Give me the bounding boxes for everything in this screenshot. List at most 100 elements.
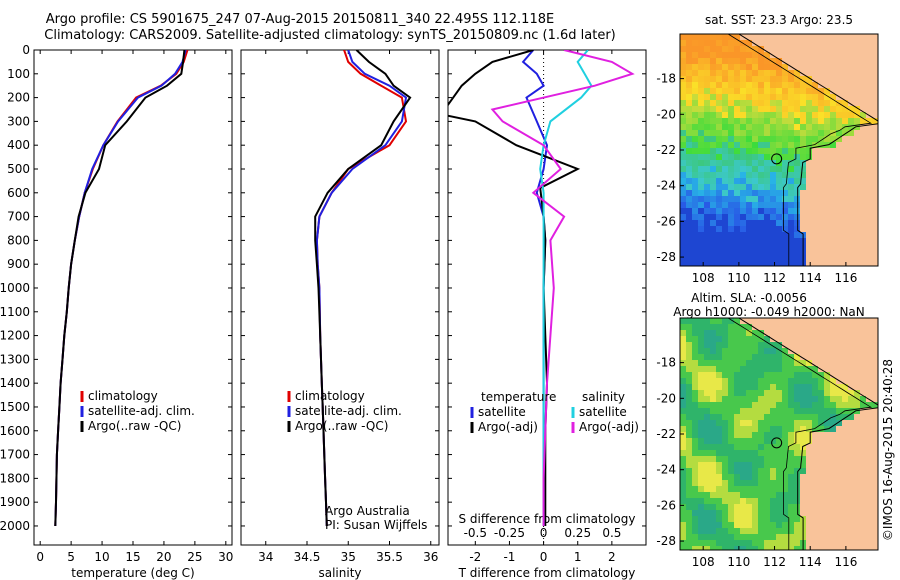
map-cell [824,202,830,208]
temperature-series-2 [54,50,186,527]
map-cell [872,330,878,336]
map-cell [734,522,740,528]
map-cell [830,58,836,64]
map-cell [836,178,842,184]
map-cell [692,76,698,82]
map-cell [680,492,686,498]
map-cell [716,438,722,444]
map-cell [812,462,818,468]
map-cell [872,226,878,232]
map-cell [776,534,782,540]
map-cell [848,220,854,226]
map-cell [770,250,776,256]
map-cell [842,324,848,330]
map-cell [728,486,734,492]
map-cell [758,522,764,528]
x-tick-label: 25 [187,550,202,564]
map-cell [872,76,878,82]
map-cell [836,426,842,432]
map-cell [728,354,734,360]
map-cell [704,76,710,82]
map-cell [728,190,734,196]
map-cell [716,510,722,516]
y-tick-label: 600 [7,186,30,200]
x2-tick-label: 0.5 [602,526,621,540]
map-cell [872,318,878,324]
map-cell [782,360,788,366]
map-cell [830,372,836,378]
map-cell [872,196,878,202]
map-cell [710,106,716,112]
map-cell [686,426,692,432]
map-cell [788,94,794,100]
map-cell [860,330,866,336]
map-cell [830,522,836,528]
map-cell [806,474,812,480]
map-cell [800,34,806,40]
map-cell [866,106,872,112]
map-cell [680,124,686,130]
map-cell [866,202,872,208]
map-cell [848,196,854,202]
map-cell [764,124,770,130]
map-cell [692,208,698,214]
map-cell [770,238,776,244]
map-cell [854,190,860,196]
map-cell [764,486,770,492]
map-cell [830,244,836,250]
map-cell [722,232,728,238]
map-cell [872,46,878,52]
map-cell [722,366,728,372]
map-cell [866,534,872,540]
map-cell [788,408,794,414]
map-cell [866,178,872,184]
map-cell [806,516,812,522]
map-cell [716,342,722,348]
map-cell [800,172,806,178]
map-cell [860,166,866,172]
map-cell [722,468,728,474]
map-cell [800,118,806,124]
map-cell [704,522,710,528]
map-cell [830,136,836,142]
map-cell [848,76,854,82]
map-cell [680,348,686,354]
map-cell [770,166,776,172]
map-cell [860,34,866,40]
map-cell [728,480,734,486]
map-cell [686,510,692,516]
map-cell [776,522,782,528]
map-cell [848,456,854,462]
map-cell [794,226,800,232]
map-cell [716,160,722,166]
map-cell [776,58,782,64]
map-cell [830,480,836,486]
map-cell [806,318,812,324]
map-cell [806,178,812,184]
map-cell [722,402,728,408]
map-cell [806,540,812,546]
map-cell [764,70,770,76]
map-cell [794,250,800,256]
y-tick-label: 1700 [0,448,30,462]
map-cell [692,112,698,118]
map-cell [818,486,824,492]
map-cell [704,118,710,124]
map-cell [872,366,878,372]
sst_map-cells [680,34,878,266]
map-cell [776,456,782,462]
map-cell [722,354,728,360]
map-cell [752,486,758,492]
map-cell [848,40,854,46]
map-cell [830,160,836,166]
map-cell [692,534,698,540]
map-cell [860,420,866,426]
map-cell [866,208,872,214]
map-cell [722,426,728,432]
map-cell [752,148,758,154]
map-cell [806,244,812,250]
map-cell [686,384,692,390]
map-cell [746,178,752,184]
map-cell [746,390,752,396]
map-cell [800,492,806,498]
